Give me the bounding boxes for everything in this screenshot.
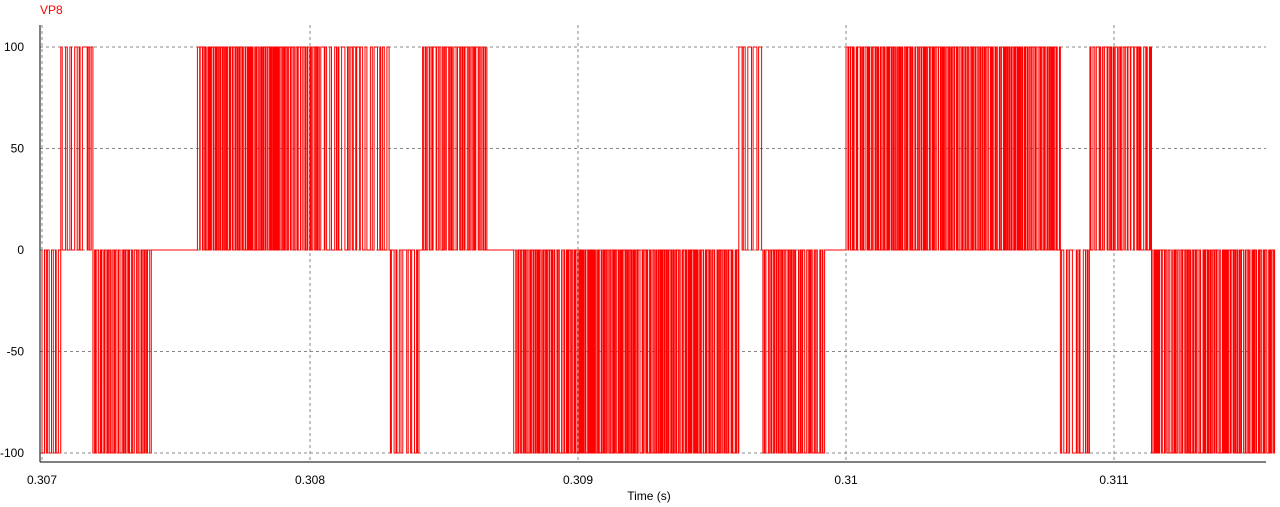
series-vp8 xyxy=(41,46,1276,454)
x-tick-label: 0.31 xyxy=(834,473,858,487)
y-tick-label: -100 xyxy=(0,446,24,460)
legend-series-label: VP8 xyxy=(40,3,63,17)
x-axis-label: Time (s) xyxy=(627,489,671,503)
y-tick-label: 50 xyxy=(11,142,25,156)
y-tick-label: 100 xyxy=(4,40,24,54)
y-tick-label: 0 xyxy=(17,243,24,257)
x-tick-label: 0.309 xyxy=(563,473,593,487)
x-tick-label: 0.311 xyxy=(1099,473,1128,487)
series-line-vp8 xyxy=(41,46,1276,454)
y-tick-label: -50 xyxy=(7,345,25,359)
x-tick-label: 0.308 xyxy=(295,473,325,487)
x-tick-label: 0.307 xyxy=(27,473,57,487)
